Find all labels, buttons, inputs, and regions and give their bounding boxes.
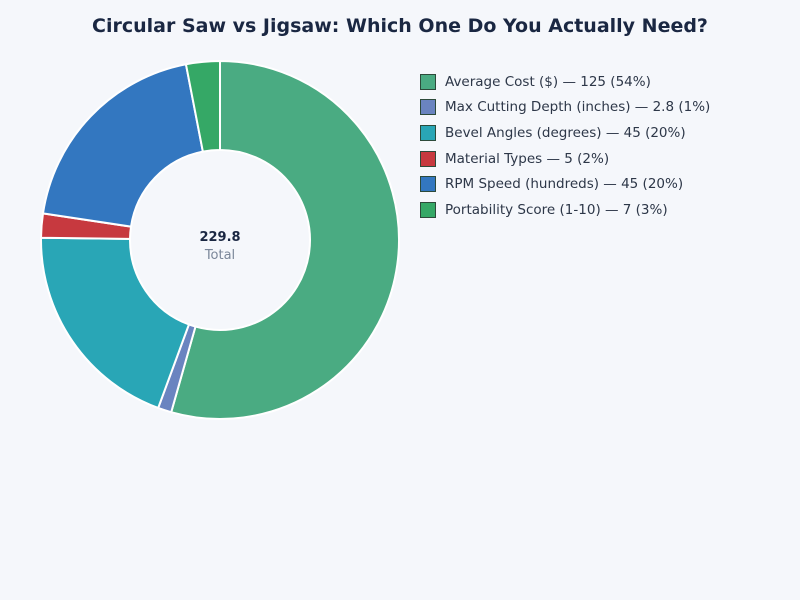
legend-swatch — [420, 201, 436, 218]
legend-label: Max Cutting Depth (inches) — 2.8 (1%) — [445, 99, 711, 116]
legend-label: Material Types — 5 (2%) — [445, 150, 610, 167]
slice-5 — [184, 59, 221, 153]
legend-item: Max Cutting Depth (inches) — 2.8 (1%) — [420, 95, 710, 121]
legend-item: Portability Score (1-10) — 7 (3%) — [420, 197, 710, 223]
legend-item: Average Cost ($) — 125 (54%) — [420, 69, 710, 95]
legend-item: RPM Speed (hundreds) — 45 (20%) — [420, 171, 710, 197]
legend-swatch — [420, 124, 436, 141]
legend-swatch — [420, 176, 436, 193]
legend-label: RPM Speed (hundreds) — 45 (20%) — [445, 176, 684, 193]
center-total-value: 229.8 — [199, 230, 240, 245]
legend-label: Average Cost ($) — 125 (54%) — [445, 73, 651, 90]
legend-item: Material Types — 5 (2%) — [420, 146, 710, 172]
legend-swatch — [420, 73, 436, 90]
slice-2 — [40, 236, 191, 410]
legend-swatch — [420, 150, 436, 167]
chart-title: Circular Saw vs Jigsaw: Which One Do You… — [92, 15, 708, 37]
slice-4 — [41, 63, 205, 228]
legend-swatch — [420, 99, 436, 116]
slice-0 — [169, 59, 400, 420]
legend-label: Bevel Angles (degrees) — 45 (20%) — [445, 124, 686, 141]
legend-item: Bevel Angles (degrees) — 45 (20%) — [420, 120, 710, 146]
legend-label: Portability Score (1-10) — 7 (3%) — [445, 201, 668, 218]
center-total-label: Total — [204, 248, 235, 263]
legend: Average Cost ($) — 125 (54%) Max Cutting … — [420, 69, 710, 223]
